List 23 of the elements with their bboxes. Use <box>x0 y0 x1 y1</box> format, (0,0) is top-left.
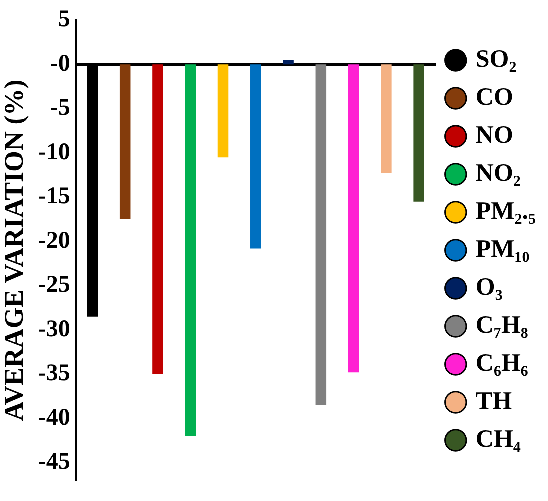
legend-label: PM₂.₅ <box>476 198 536 225</box>
legend-label: CO <box>476 84 514 111</box>
y-tick-label: -25 <box>38 272 70 298</box>
y-tick-label: -5 <box>50 95 70 122</box>
legend-label: C₆H₆ <box>476 350 529 377</box>
y-tick-label: -15 <box>38 184 70 210</box>
legend-label: NO₂ <box>476 160 521 187</box>
legend-label: O₃ <box>476 274 503 301</box>
legend-label: PM₁₀ <box>476 236 530 263</box>
y-tick-label: -40 <box>38 404 70 431</box>
y-axis-title: AVERAGE VARIATION (%) <box>0 80 30 422</box>
legend-label: TH <box>476 388 513 415</box>
y-tick-label: 5 <box>58 6 70 33</box>
y-tick-label: -45 <box>38 449 70 476</box>
y-tick-label: -35 <box>38 360 70 387</box>
legend-label: C₇H₈ <box>476 312 528 339</box>
y-tick-label: -20 <box>38 228 70 254</box>
legend-label: NO <box>476 122 514 149</box>
y-tick-label: -30 <box>38 316 70 342</box>
y-tick-label: -0 <box>50 50 70 77</box>
y-tick-label: -10 <box>38 139 70 166</box>
legend-label: CH₄ <box>476 426 522 453</box>
legend-label: SO₂ <box>476 46 517 73</box>
